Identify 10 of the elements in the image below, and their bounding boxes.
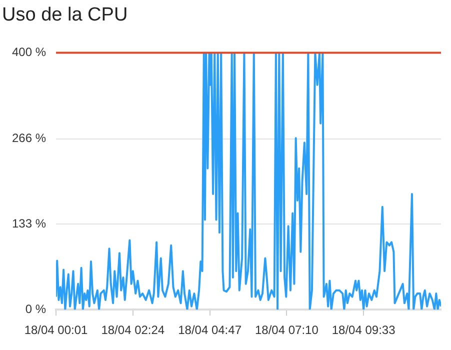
- y-tick-label: 133 %: [12, 216, 46, 231]
- y-tick-label: 0 %: [25, 302, 46, 316]
- x-tick-label: 18/04 04:47: [178, 323, 242, 338]
- x-tick-label: 18/04 09:33: [332, 323, 396, 338]
- y-tick-label: 400 %: [12, 45, 46, 60]
- x-tick-label: 18/04 00:01: [24, 323, 88, 338]
- x-tick-label: 18/04 07:10: [254, 323, 319, 338]
- x-tick-label: 18/04 02:24: [101, 323, 165, 338]
- chart-title: Uso de la CPU: [2, 4, 128, 26]
- y-tick-label: 266 %: [12, 131, 46, 146]
